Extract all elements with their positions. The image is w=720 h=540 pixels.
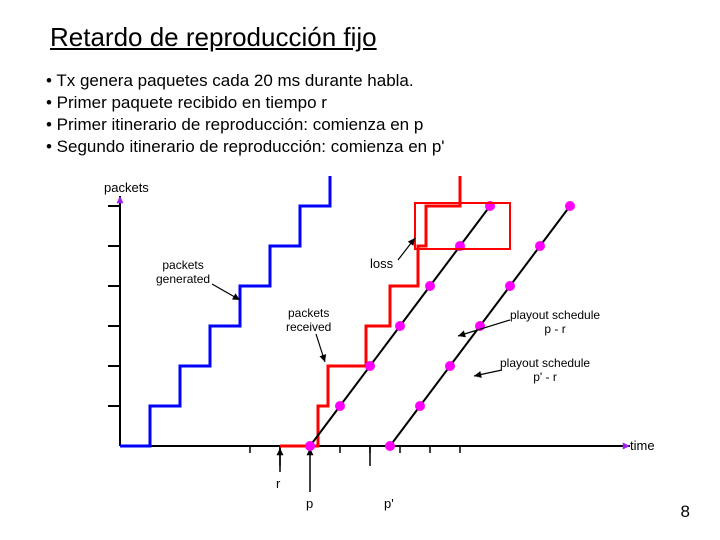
label-packets-generated: packetsgenerated: [156, 258, 210, 286]
label-packets-received: packetsreceived: [286, 306, 331, 334]
axis-label-time: time: [630, 438, 655, 453]
bullet-item: • Tx genera paquetes cada 20 ms durante …: [46, 70, 445, 92]
label-playout-schedule-p: playout schedulep - r: [510, 308, 600, 336]
bullet-list: • Tx genera paquetes cada 20 ms durante …: [46, 70, 445, 158]
bullet-item: • Primer itinerario de reproducción: com…: [46, 114, 445, 136]
x-marker-label-r: r: [276, 476, 280, 491]
page-number: 8: [681, 502, 690, 522]
label-playout-schedule-pprime: playout schedulep' - r: [500, 356, 590, 384]
bullet-item: • Segundo itinerario de reproducción: co…: [46, 136, 445, 158]
axis-label-packets: packets: [104, 180, 149, 195]
x-marker-label-pprime: p': [384, 496, 394, 511]
bullet-item: • Primer paquete recibido en tiempo r: [46, 92, 445, 114]
chart-svg: [70, 176, 670, 496]
slide-title: Retardo de reproducción fijo: [50, 22, 377, 53]
slide-page: Retardo de reproducción fijo • Tx genera…: [0, 0, 720, 540]
label-loss: loss: [370, 256, 393, 271]
x-marker-label-p: p: [306, 496, 313, 511]
chart-area: packets time packetsgenerated packetsrec…: [70, 176, 670, 496]
